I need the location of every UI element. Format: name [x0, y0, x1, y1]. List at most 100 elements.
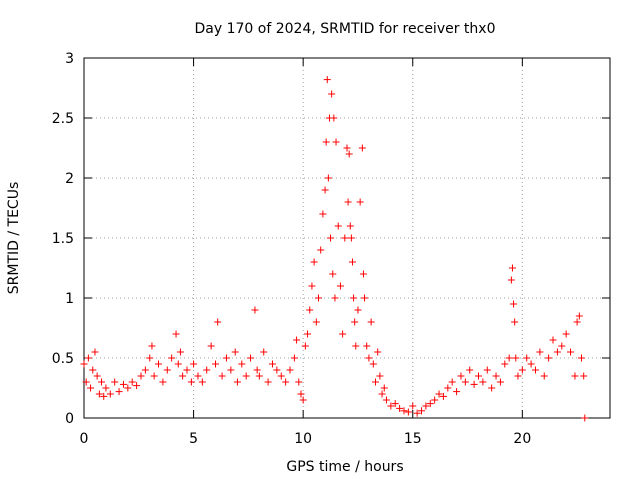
y-tick-label: 1.5 [52, 231, 74, 247]
data-point [369, 360, 377, 368]
data-point [190, 360, 198, 368]
data-point [508, 264, 516, 272]
data-point [251, 306, 259, 314]
data-point [187, 378, 195, 386]
x-tick-label: 15 [404, 431, 422, 447]
data-point [514, 372, 522, 380]
data-point [571, 372, 579, 380]
data-point [505, 354, 513, 362]
data-point [330, 114, 338, 122]
data-point [321, 186, 329, 194]
data-point [492, 372, 500, 380]
data-point [328, 90, 336, 98]
data-point [483, 366, 491, 374]
data-point [580, 372, 588, 380]
data-point [172, 330, 180, 338]
data-point [470, 380, 478, 388]
data-point [111, 378, 119, 386]
data-point [207, 342, 215, 350]
data-point [512, 354, 520, 362]
data-point [137, 372, 145, 380]
data-point [339, 330, 347, 338]
data-point [310, 258, 318, 266]
data-point [387, 402, 395, 410]
data-point [89, 366, 97, 374]
data-point [457, 372, 465, 380]
data-point [545, 354, 553, 362]
data-point [511, 318, 519, 326]
data-point [354, 306, 362, 314]
data-point [350, 294, 358, 302]
chart-title: Day 170 of 2024, SRMTID for receiver thx… [195, 21, 496, 37]
data-point [488, 384, 496, 392]
y-tick-label: 1 [65, 291, 74, 307]
data-point [329, 270, 337, 278]
y-tick-label: 2 [65, 171, 74, 187]
data-point [479, 378, 487, 386]
data-point [371, 378, 379, 386]
data-point [150, 372, 158, 380]
data-point [365, 354, 373, 362]
data-point [431, 396, 439, 404]
data-point [253, 366, 261, 374]
data-point [198, 378, 206, 386]
data-point [106, 390, 114, 398]
data-point [523, 354, 531, 362]
data-point [323, 76, 331, 84]
data-point [242, 372, 250, 380]
data-point [391, 400, 399, 408]
data-point [536, 348, 544, 356]
data-point [332, 138, 340, 146]
x-tick-label: 5 [189, 431, 198, 447]
data-point [268, 360, 276, 368]
data-point [231, 348, 239, 356]
data-point [308, 282, 316, 290]
data-point [312, 318, 320, 326]
data-point [260, 348, 268, 356]
data-point [343, 144, 351, 152]
data-point [297, 390, 305, 398]
data-point [558, 342, 566, 350]
data-point [444, 384, 452, 392]
data-point [396, 404, 404, 412]
data-point [336, 282, 344, 290]
data-point [448, 378, 456, 386]
data-point [95, 390, 103, 398]
data-point [510, 300, 518, 308]
data-point [87, 384, 95, 392]
y-tick-label: 0.5 [52, 351, 74, 367]
data-point [168, 354, 176, 362]
data-point [322, 138, 330, 146]
x-tick-label: 0 [80, 431, 89, 447]
data-point [148, 342, 156, 350]
data-point [293, 336, 301, 344]
data-point [334, 222, 342, 230]
data-point [179, 372, 187, 380]
data-point [176, 348, 184, 356]
data-point [183, 366, 191, 374]
data-point [501, 360, 509, 368]
data-point [341, 234, 349, 242]
data-point [507, 276, 515, 284]
data-point [163, 366, 171, 374]
data-point [80, 360, 88, 368]
data-point [238, 360, 246, 368]
data-point [453, 388, 461, 396]
data-point [128, 378, 136, 386]
data-point [578, 354, 586, 362]
data-point [194, 372, 202, 380]
data-point [540, 372, 548, 380]
data-point [159, 378, 167, 386]
data-point [378, 390, 386, 398]
data-point [361, 294, 369, 302]
data-point [518, 366, 526, 374]
data-point [255, 372, 263, 380]
data-points [80, 76, 589, 422]
data-point [98, 378, 106, 386]
data-point [299, 396, 307, 404]
data-point [273, 366, 281, 374]
data-point [531, 366, 539, 374]
data-point [404, 408, 412, 416]
data-point [348, 258, 356, 266]
